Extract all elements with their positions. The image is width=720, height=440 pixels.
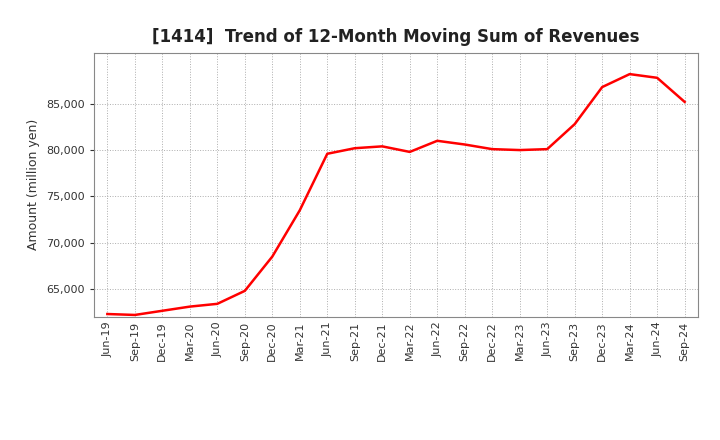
- Title: [1414]  Trend of 12-Month Moving Sum of Revenues: [1414] Trend of 12-Month Moving Sum of R…: [152, 28, 640, 46]
- Y-axis label: Amount (million yen): Amount (million yen): [27, 119, 40, 250]
